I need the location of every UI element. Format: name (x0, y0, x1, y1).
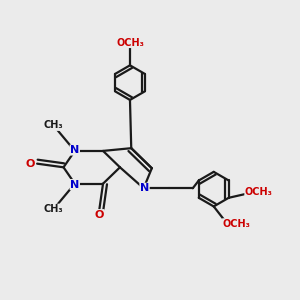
Text: OCH₃: OCH₃ (116, 38, 144, 48)
Text: O: O (25, 159, 34, 169)
Text: CH₃: CH₃ (43, 204, 63, 214)
Text: CH₃: CH₃ (43, 120, 63, 130)
Text: N: N (140, 183, 149, 193)
Text: N: N (70, 145, 80, 155)
Text: OCH₃: OCH₃ (223, 219, 250, 229)
Text: OCH₃: OCH₃ (245, 187, 273, 197)
Text: O: O (95, 210, 104, 220)
Text: N: N (70, 180, 80, 190)
